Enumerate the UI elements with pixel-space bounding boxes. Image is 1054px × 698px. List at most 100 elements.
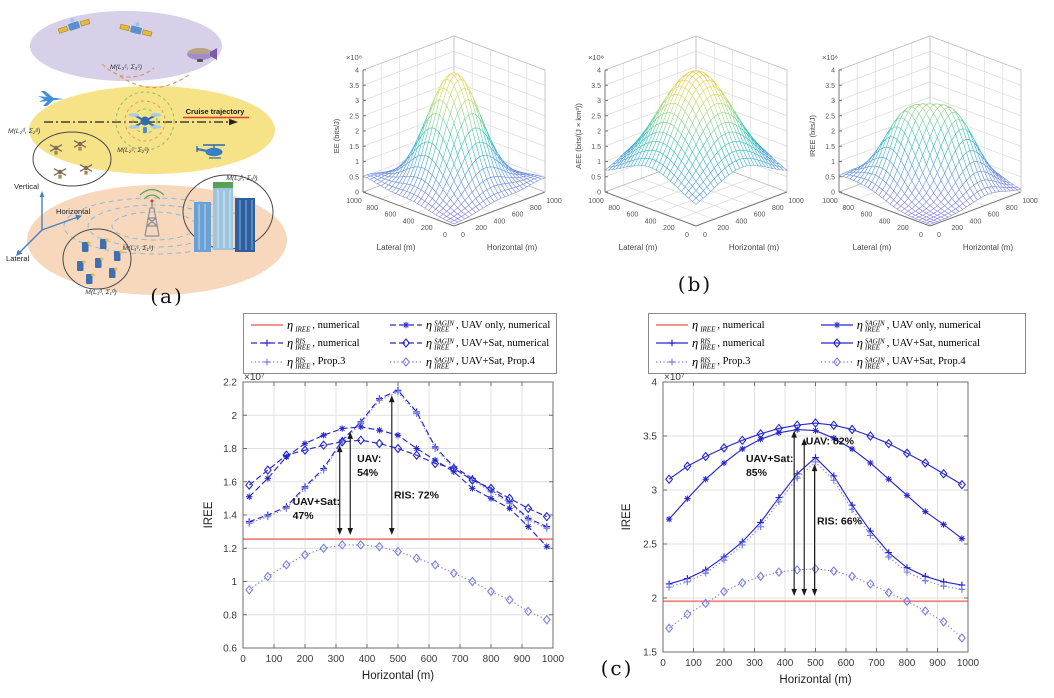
svg-text:400: 400 bbox=[403, 218, 415, 225]
svg-text:100: 100 bbox=[266, 654, 283, 665]
buildings-icon bbox=[182, 174, 274, 252]
x-axis-label: Horizontal (m) bbox=[362, 670, 434, 682]
series-markers-3 bbox=[665, 418, 966, 490]
legend-entry: η SAGIN IREE, UAV+Sat, numerical bbox=[819, 334, 1020, 352]
x-axis-label: Horizontal (m) bbox=[779, 674, 851, 686]
annotation-text: UAV+Sat: 47% bbox=[293, 496, 340, 522]
svg-text:200: 200 bbox=[716, 658, 733, 669]
panel-a-label-ground-users: M(L₁ᵈ, Σ₁ᵈ) bbox=[85, 289, 117, 296]
legend-entry: η IREE, numerical bbox=[249, 316, 388, 334]
svg-text:2: 2 bbox=[355, 129, 359, 136]
legend-text: , numerical bbox=[312, 337, 360, 349]
space-layer-ellipse bbox=[30, 11, 222, 81]
legend-text: , numerical bbox=[717, 319, 765, 331]
legend-entry: η SAGIN IREE, UAV+Sat, numerical bbox=[388, 334, 551, 352]
legend-symbol: η bbox=[287, 354, 294, 369]
svg-text:1: 1 bbox=[831, 159, 835, 166]
svg-text:0.5: 0.5 bbox=[349, 174, 359, 181]
legend-symbol: η bbox=[425, 318, 433, 333]
legend-line-sample bbox=[820, 338, 853, 349]
y-axis-label: Lateral (m) bbox=[619, 243, 658, 252]
svg-text:400: 400 bbox=[736, 218, 748, 225]
series-markers-2 bbox=[246, 423, 550, 550]
svg-text:3: 3 bbox=[355, 98, 359, 105]
svg-text:0: 0 bbox=[597, 190, 601, 197]
svg-text:2: 2 bbox=[651, 594, 657, 605]
svg-text:0.5: 0.5 bbox=[825, 174, 835, 181]
base-station-icon bbox=[139, 188, 165, 237]
svg-text:3.5: 3.5 bbox=[349, 83, 359, 90]
legend-text: , UAV+Sat, numerical bbox=[455, 337, 550, 349]
legend-text: , UAV+Sat, numerical bbox=[886, 337, 980, 349]
ee-surface-plot: 00.511.522.533.5402004006008001000020040… bbox=[332, 35, 562, 252]
svg-text:3: 3 bbox=[597, 98, 601, 105]
svg-text:1000: 1000 bbox=[957, 658, 980, 669]
svg-text:1.5: 1.5 bbox=[591, 144, 601, 151]
svg-text:4: 4 bbox=[651, 378, 657, 389]
legend-line-sample bbox=[656, 358, 688, 366]
svg-text:1.2: 1.2 bbox=[223, 544, 237, 555]
svg-text:2: 2 bbox=[831, 129, 835, 136]
svg-text:600: 600 bbox=[627, 212, 639, 219]
iree-line-chart-right: 0 100 200 300 400 500 600 700 800 900 1000 1.5 2 2.5 3… bbox=[621, 372, 980, 686]
svg-text:200: 200 bbox=[717, 225, 729, 232]
legend-text: , Prop.3 bbox=[717, 356, 751, 368]
svg-text:600: 600 bbox=[512, 212, 524, 219]
uav-drone-icon bbox=[128, 113, 162, 133]
svg-text:900: 900 bbox=[929, 658, 946, 669]
space-air-link bbox=[119, 73, 191, 89]
svg-text:300: 300 bbox=[746, 658, 763, 669]
y-axis-label: IREE bbox=[621, 503, 633, 530]
legend-symbol: η bbox=[287, 318, 294, 333]
legend-symbol: η bbox=[287, 336, 294, 351]
series-markers-4 bbox=[245, 540, 551, 625]
svg-text:2.5: 2.5 bbox=[349, 113, 359, 120]
panel-a-label-axis-lateral: Lateral bbox=[6, 254, 30, 263]
svg-text:600: 600 bbox=[421, 654, 438, 665]
legend-symbol: η bbox=[856, 318, 863, 333]
svg-text:500: 500 bbox=[390, 654, 407, 665]
svg-text:600: 600 bbox=[988, 212, 1000, 219]
series-markers-4 bbox=[665, 563, 966, 643]
legend-sub-sup: RIS IREE bbox=[700, 356, 716, 371]
surface-mesh bbox=[362, 72, 546, 225]
svg-text:800: 800 bbox=[483, 654, 500, 665]
svg-text:0: 0 bbox=[685, 232, 689, 239]
svg-text:600: 600 bbox=[838, 658, 855, 669]
svg-text:200: 200 bbox=[421, 225, 433, 232]
svg-text:1000: 1000 bbox=[546, 198, 562, 205]
legend-text: , UAV+Sat, Prop.4 bbox=[886, 356, 966, 368]
legend-entry: η RIS IREE, Prop.3 bbox=[654, 353, 819, 371]
annotation-text: RIS: 72% bbox=[394, 489, 440, 501]
sagin-diagram: M(L₃ᶜ, Σ₃ᶜ) M(L₂ᵈ, Σ₂ᵈ) M(L₂ᶜ, Σ₂ᶜ) M(L₂ᵇ, … bbox=[6, 11, 287, 296]
series-line-3 bbox=[668, 422, 963, 486]
surface-mesh bbox=[604, 70, 788, 205]
svg-text:1000: 1000 bbox=[788, 198, 804, 205]
svg-text:2.5: 2.5 bbox=[825, 113, 835, 120]
svg-text:1.8: 1.8 bbox=[223, 444, 237, 455]
exponent-label: ×10⁸ bbox=[822, 53, 838, 62]
small-drone-icon bbox=[49, 144, 63, 155]
svg-text:700: 700 bbox=[452, 654, 469, 665]
coordinate-axes bbox=[16, 191, 82, 256]
svg-text:100: 100 bbox=[685, 658, 702, 669]
svg-text:3.5: 3.5 bbox=[643, 432, 657, 443]
plot-area: 0 100 200 300 400 500 600 700 800 900 1000 1.5 2 2.5 3… bbox=[621, 372, 980, 686]
legend-entry: η SAGIN IREE, UAV only, numerical bbox=[819, 316, 1020, 334]
legend-sub-sup: RIS IREE bbox=[295, 356, 311, 371]
svg-text:900: 900 bbox=[514, 654, 531, 665]
svg-text:1000: 1000 bbox=[1022, 198, 1038, 205]
legend-line-sample bbox=[656, 340, 688, 347]
svg-text:0: 0 bbox=[703, 232, 707, 239]
svg-text:0.6: 0.6 bbox=[223, 644, 237, 655]
exponent-label: ×10⁸ bbox=[588, 53, 604, 62]
svg-text:200: 200 bbox=[951, 225, 963, 232]
svg-text:0.5: 0.5 bbox=[591, 174, 601, 181]
svg-text:200: 200 bbox=[297, 654, 314, 665]
exponent-label: ×10⁷ bbox=[244, 372, 265, 383]
surface-plot-area: 00.511.522.533.5402004006008001000020040… bbox=[808, 35, 1038, 252]
legend-text: , Prop.3 bbox=[312, 356, 346, 368]
legend-text: , UAV only, numerical bbox=[886, 319, 982, 331]
legend-entry: η RIS IREE, numerical bbox=[654, 334, 819, 352]
legend-left: η IREE, numerical η RIS IREE, numerical η RIS… bbox=[243, 313, 557, 374]
